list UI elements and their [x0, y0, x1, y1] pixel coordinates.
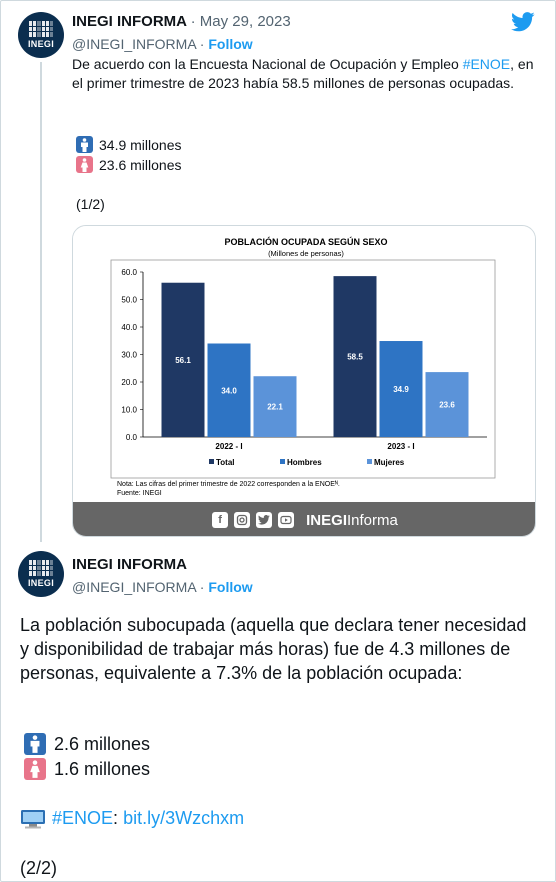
bar-value-label: 34.0 [221, 386, 237, 395]
man-icon [24, 733, 46, 755]
handle-line: @INEGI_INFORMA · Follow [72, 579, 253, 595]
youtube-icon [278, 512, 295, 528]
author-name[interactable]: INEGI INFORMA [72, 556, 187, 573]
hashtag-link[interactable]: #ENOE [462, 56, 511, 72]
y-tick-label: 60.0 [121, 268, 137, 277]
stat-text: 23.6 millones [99, 156, 182, 173]
computer-icon [21, 809, 45, 828]
stat-men: 2.6 millones [24, 733, 150, 755]
bar-chart: POBLACIÓN OCUPADA SEGÚN SEXO (Millones d… [110, 236, 496, 497]
card-footer-banner: f INEGIInforma [73, 502, 535, 536]
facebook-icon: f [212, 512, 229, 528]
chart-note: Nota: Las cifras del primer trimestre de… [117, 481, 340, 488]
woman-icon [76, 156, 93, 173]
link-line: #ENOE: bit.ly/3Wzchxm [20, 808, 244, 829]
x-tick-label: 2023 - I [387, 442, 414, 451]
bar [379, 341, 423, 437]
tweet-image-card[interactable]: POBLACIÓN OCUPADA SEGÚN SEXO (Millones d… [72, 225, 536, 537]
y-tick-label: 20.0 [121, 378, 137, 387]
brand-rest: Informa [346, 511, 398, 529]
legend-entry: Mujeres [374, 458, 405, 467]
separator-dot: · [199, 579, 205, 595]
stat-women: 1.6 millones [24, 758, 150, 780]
y-tick-label: 40.0 [121, 323, 137, 332]
follow-button[interactable]: Follow [208, 36, 253, 52]
avatar[interactable]: INEGI [18, 12, 64, 58]
chart-title: POBLACIÓN OCUPADA SEGÚN SEXO [224, 236, 387, 247]
tweet-text: La población subocupada (aquella que dec… [20, 615, 527, 683]
tweet-text: De acuerdo con la Encuesta Nacional de O… [72, 55, 542, 93]
y-tick-label: 10.0 [121, 406, 137, 415]
colon-text: : [113, 808, 119, 828]
inegi-informa-logo: INEGIInforma [306, 512, 398, 529]
chart-image: POBLACIÓN OCUPADA SEGÚN SEXO (Millones d… [73, 226, 535, 502]
handle-line: @INEGI_INFORMA · Follow [72, 36, 253, 52]
bar-value-label: 22.1 [267, 403, 283, 412]
stat-text: 2.6 millones [54, 733, 151, 754]
chart-source: Fuente: INEGI [117, 490, 162, 497]
y-tick-label: 50.0 [121, 296, 137, 305]
legend-entry: Hombres [287, 458, 322, 467]
instagram-icon [234, 512, 251, 528]
legend-swatch [367, 459, 372, 464]
bar-value-label: 34.9 [393, 385, 409, 394]
bar [425, 372, 469, 437]
thread-page-label: (1/2) [76, 196, 105, 212]
bar-value-label: 56.1 [175, 356, 191, 365]
x-tick-label: 2022 - I [215, 442, 242, 451]
tweet-text-part: De acuerdo con la Encuesta Nacional de O… [72, 56, 463, 72]
hashtag-link[interactable]: #ENOE [52, 808, 114, 828]
bar-value-label: 58.5 [347, 353, 363, 362]
legend-swatch [280, 459, 285, 464]
bar [333, 276, 377, 437]
thread-connector-line [40, 62, 42, 542]
author-name[interactable]: INEGI INFORMA [72, 13, 187, 30]
separator-dot: · [190, 13, 196, 30]
avatar[interactable]: INEGI [18, 551, 64, 597]
twitter-bird-icon[interactable] [511, 12, 535, 32]
y-tick-label: 0.0 [126, 433, 138, 442]
author-handle[interactable]: @INEGI_INFORMA [72, 579, 196, 595]
woman-icon [24, 758, 46, 780]
short-url-link[interactable]: bit.ly/3Wzchxm [123, 808, 245, 828]
tweet-date[interactable]: May 29, 2023 [199, 13, 291, 30]
avatar-logo-text: INEGI [27, 39, 54, 49]
brand-bold: INEGI [306, 511, 347, 529]
twitter-icon [256, 512, 273, 528]
inegi-logo-icon [29, 560, 53, 576]
chart-frame [110, 259, 496, 479]
bar [207, 343, 251, 437]
bar [253, 376, 297, 437]
y-tick-label: 30.0 [121, 351, 137, 360]
man-icon [76, 136, 93, 153]
follow-button[interactable]: Follow [208, 579, 253, 595]
bar-value-label: 23.6 [439, 401, 455, 410]
stat-men: 34.9 millones [76, 136, 182, 153]
separator-dot: · [199, 36, 205, 52]
avatar-logo-text: INEGI [27, 578, 54, 588]
tweet-text-part: , en el primer trimestre de 2023 había 5… [72, 56, 534, 91]
bar [161, 282, 205, 437]
legend-entry: Total [216, 458, 235, 467]
inegi-logo-icon [29, 21, 53, 37]
legend-swatch [209, 459, 214, 464]
chart-subtitle: (Millones de personas) [268, 249, 344, 258]
stat-women: 23.6 millones [76, 156, 182, 173]
stat-text: 34.9 millones [99, 136, 182, 153]
stat-text: 1.6 millones [54, 758, 151, 779]
author-handle[interactable]: @INEGI_INFORMA [72, 36, 196, 52]
thread-page-label: (2/2) [20, 858, 58, 878]
author-name-line: INEGI INFORMA · May 29, 2023 [72, 13, 291, 30]
